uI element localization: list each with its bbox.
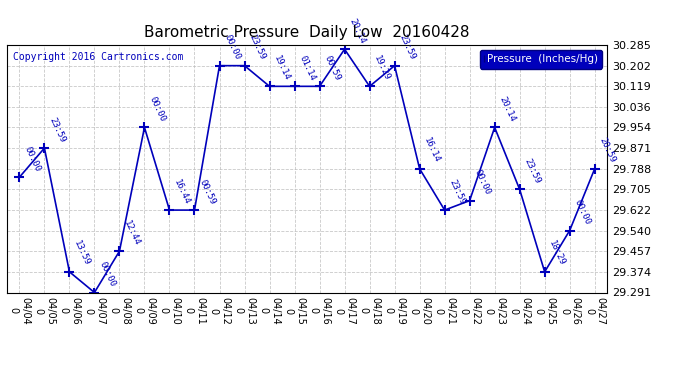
Text: 04/19
0: 04/19 0	[384, 297, 406, 324]
Legend: Pressure  (Inches/Hg): Pressure (Inches/Hg)	[480, 50, 602, 69]
Text: 04/15
0: 04/15 0	[284, 297, 306, 324]
Text: 04/18
0: 04/18 0	[359, 297, 380, 324]
Title: Barometric Pressure  Daily Low  20160428: Barometric Pressure Daily Low 20160428	[144, 25, 470, 40]
Text: 00:00: 00:00	[573, 198, 592, 226]
Text: 19:29: 19:29	[373, 54, 392, 82]
Text: 04/07
0: 04/07 0	[83, 297, 106, 324]
Text: 04/09
0: 04/09 0	[134, 297, 155, 324]
Text: 04/17
0: 04/17 0	[334, 297, 355, 324]
Text: 00:00: 00:00	[147, 95, 167, 123]
Text: 00:59: 00:59	[197, 178, 217, 206]
Text: 04/14
0: 04/14 0	[259, 297, 280, 324]
Text: Copyright 2016 Cartronics.com: Copyright 2016 Cartronics.com	[13, 53, 184, 62]
Text: 04/04
0: 04/04 0	[8, 297, 30, 324]
Text: 16:14: 16:14	[422, 136, 442, 165]
Text: 12:44: 12:44	[122, 219, 141, 247]
Text: 04/06
0: 04/06 0	[59, 297, 80, 324]
Text: 20:14: 20:14	[497, 95, 517, 123]
Text: 23:59: 23:59	[47, 116, 67, 144]
Text: 00:00: 00:00	[22, 145, 41, 173]
Text: 23:59: 23:59	[447, 178, 467, 206]
Text: 18:29: 18:29	[547, 240, 567, 268]
Text: 23:59: 23:59	[522, 157, 542, 185]
Text: 20:59: 20:59	[598, 136, 617, 165]
Text: 00:00: 00:00	[473, 168, 492, 196]
Text: 04/20
0: 04/20 0	[408, 297, 431, 324]
Text: 04/08
0: 04/08 0	[108, 297, 130, 324]
Text: 04/21
0: 04/21 0	[434, 297, 455, 324]
Text: 13:59: 13:59	[72, 240, 92, 268]
Text: 23:59: 23:59	[247, 33, 267, 62]
Text: 19:14: 19:14	[273, 54, 292, 82]
Text: 04/11
0: 04/11 0	[184, 297, 206, 324]
Text: 23:59: 23:59	[397, 33, 417, 62]
Text: 04/27
0: 04/27 0	[584, 297, 606, 325]
Text: 04/13
0: 04/13 0	[234, 297, 255, 324]
Text: 04/05
0: 04/05 0	[34, 297, 55, 324]
Text: 01:14: 01:14	[297, 54, 317, 82]
Text: 00:00: 00:00	[97, 260, 117, 288]
Text: 04/10
0: 04/10 0	[159, 297, 180, 324]
Text: 04/25
0: 04/25 0	[534, 297, 555, 325]
Text: 00:59: 00:59	[322, 54, 342, 82]
Text: 20:14: 20:14	[347, 17, 367, 45]
Text: 04/22
0: 04/22 0	[459, 297, 480, 325]
Text: 04/23
0: 04/23 0	[484, 297, 506, 324]
Text: 04/26
0: 04/26 0	[559, 297, 580, 324]
Text: 04/16
0: 04/16 0	[308, 297, 331, 324]
Text: 04/24
0: 04/24 0	[509, 297, 531, 324]
Text: 00:00: 00:00	[222, 33, 242, 62]
Text: 16:44: 16:44	[172, 178, 192, 206]
Text: 04/12
0: 04/12 0	[208, 297, 230, 324]
